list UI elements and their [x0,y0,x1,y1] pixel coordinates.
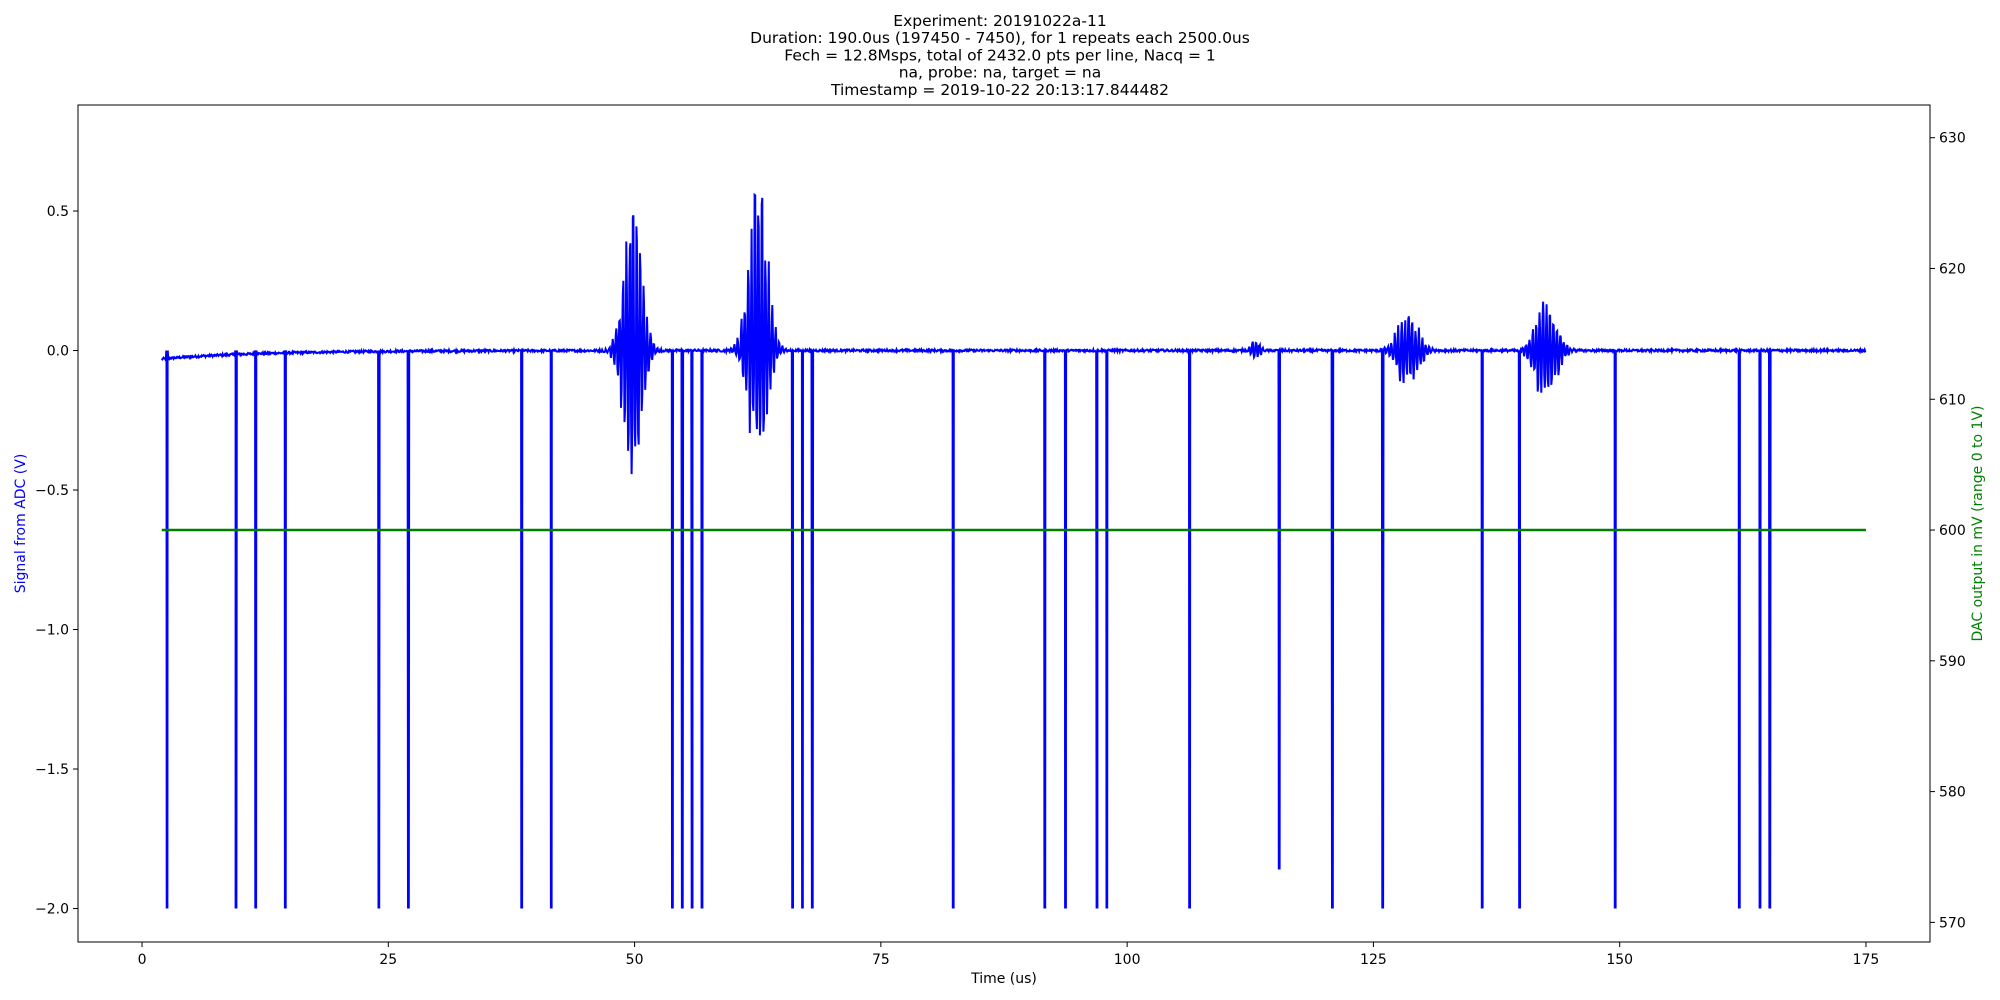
y-right-tick-label: 600 [1939,523,1966,539]
y-right-tick-label: 570 [1939,915,1966,931]
x-tick-label: 50 [626,952,644,968]
plot-area [160,192,1867,909]
x-tick-label: 75 [872,952,890,968]
y-right-tick-label: 630 [1939,131,1966,147]
y-left-tick-label: −0.5 [35,483,69,499]
x-tick-label: 25 [379,952,397,968]
y-right-tick-label: 590 [1939,654,1966,670]
x-tick-label: 125 [1360,952,1387,968]
y-left-tick-label: −1.5 [35,762,69,778]
y-left-tick-label: −1.0 [35,623,69,639]
y-left-tick-label: −2.0 [35,902,69,918]
chart-title-line: Fech = 12.8Msps, total of 2432.0 pts per… [784,46,1216,64]
y-axis-left-label: Signal from ADC (V) [13,454,29,594]
chart-title-line: Duration: 190.0us (197450 - 7450), for 1… [750,29,1250,47]
x-axis: 0 25 50 75 100 125 150 175 [138,942,1880,968]
y-right-tick-label: 620 [1939,261,1966,277]
chart-title-line: Experiment: 20191022a-11 [893,12,1106,30]
y-axis-right-label: DAC output in mV (range 0 to 1V) [1970,405,1986,641]
y-axis-right: 630 620 610 600 590 580 570 [1930,131,1966,931]
x-tick-label: 0 [138,952,147,968]
x-tick-label: 150 [1606,952,1633,968]
y-left-tick-label: 0.5 [47,204,69,220]
x-tick-label: 175 [1853,952,1880,968]
axes-frame [77,104,1931,943]
x-tick-label: 100 [1114,952,1141,968]
x-axis-label: Time (us) [970,971,1037,987]
chart-title-line: na, probe: na, target = na [899,64,1102,82]
chart-title-line: Timestamp = 2019-10-22 20:13:17.844482 [830,81,1169,99]
y-left-tick-label: 0.0 [47,344,69,360]
y-right-tick-label: 580 [1939,785,1966,801]
y-right-tick-label: 610 [1939,392,1966,408]
signal-line [160,192,1867,909]
y-axis-left: 0.5 0.0 −0.5 −1.0 −1.5 −2.0 [35,204,78,918]
